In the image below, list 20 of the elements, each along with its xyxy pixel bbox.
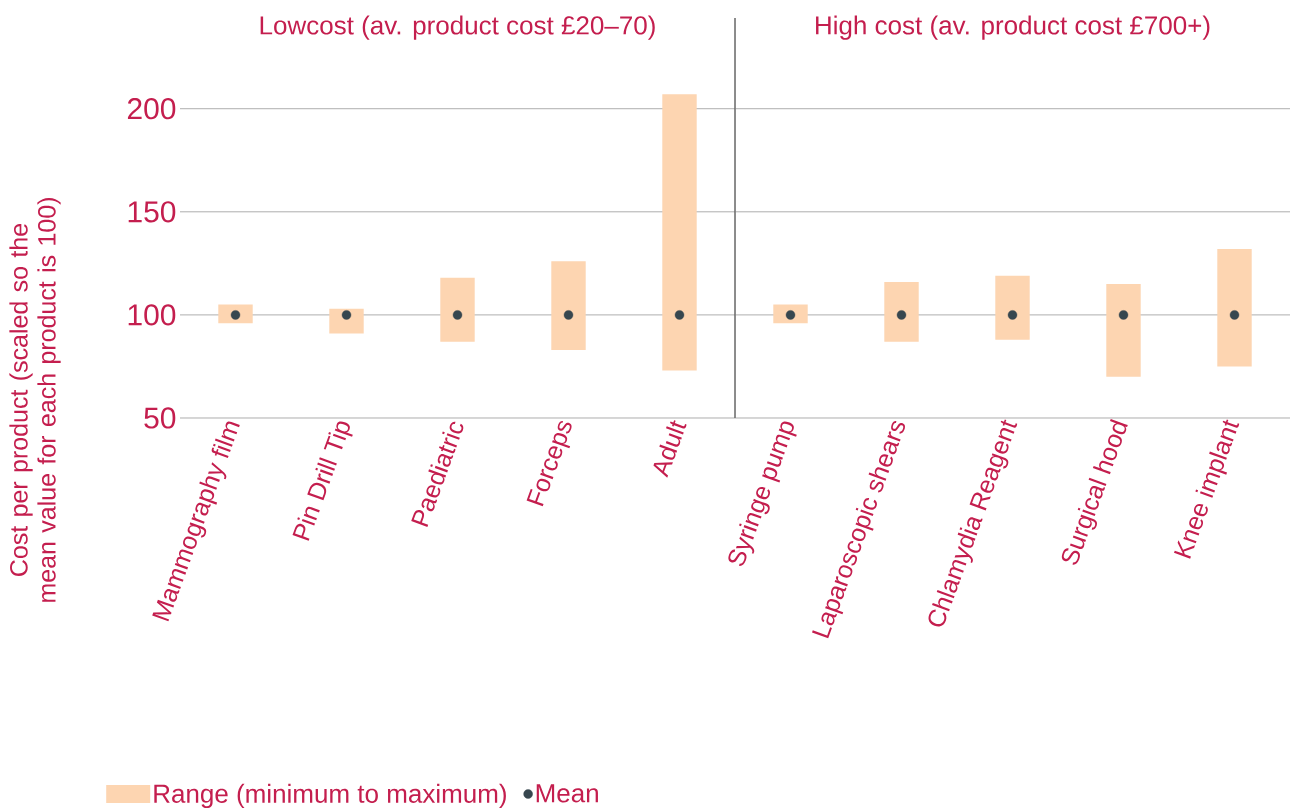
x-tick-label: Adult (653, 420, 687, 478)
bar (884, 281, 919, 342)
x-tick-label: Pin Drill Tip (292, 421, 353, 541)
bar (662, 94, 697, 371)
bar (551, 261, 586, 350)
y-tick-label: 100 (128, 304, 176, 326)
y-tick-label: 150 (128, 201, 176, 223)
chart-title: Lowcost (av. product cost £20–70) (260, 15, 655, 40)
x-tick-label: Syringe pump (728, 421, 797, 567)
bar (440, 277, 475, 342)
bar (329, 308, 364, 334)
y-tick-label: 200 (127, 98, 176, 120)
y-axis-title: Cost per product (scaled so the mean value for each product is 100) (9, 198, 61, 602)
chart-title: High cost (av. product cost £700+) (816, 15, 1210, 40)
bar (995, 275, 1030, 340)
bar (1217, 248, 1252, 367)
bar (1106, 283, 1141, 377)
legend-label: Range (minimum to maximum) (154, 783, 506, 809)
y-tick-label: 50 (144, 407, 176, 429)
legend-label: Mean (536, 784, 598, 803)
